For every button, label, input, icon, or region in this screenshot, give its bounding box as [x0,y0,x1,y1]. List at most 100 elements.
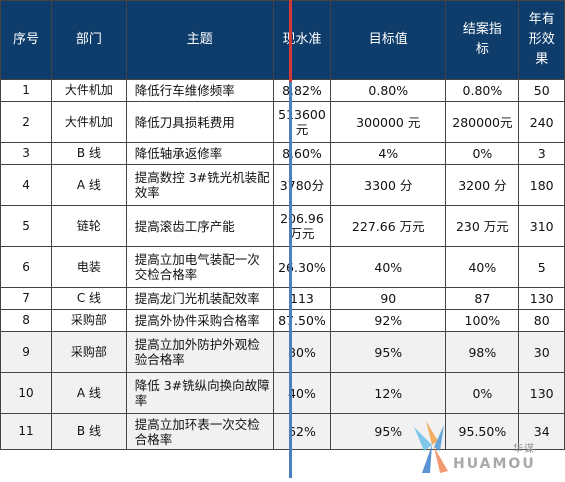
cell-current: 62% [272,413,332,450]
header-current: 现水准 [272,0,332,80]
logo-cn-text: 华谋 [513,444,535,455]
cell-topic: 降低轴承返修率 [125,142,274,165]
cell-topic: 提高立加电气装配一次交检合格率 [125,246,274,288]
cell-effect: 80 [518,309,565,332]
cell-dept: 大件机加 [51,101,127,143]
table-row: 8 采购部 提高外协件采购合格率 87.50% 92% 100% 80 [0,309,565,332]
cell-topic: 提高立加外防护外观检验合格率 [125,331,274,373]
cell-current: 26.30% [272,246,332,288]
cell-target: 4% [330,142,447,165]
cell-current: 113 [272,287,332,310]
table-row: 6 电装 提高立加电气装配一次交检合格率 26.30% 40% 40% 5 [0,246,565,288]
cell-topic: 提高龙门光机装配效率 [125,287,274,310]
header-row: 序号 部门 主题 现水准 目标值 结案指标 年有形效果 [0,0,565,80]
cell-no: 2 [0,101,53,143]
cell-no: 6 [0,246,53,288]
project-table: 序号 部门 主题 现水准 目标值 结案指标 年有形效果 1 大件机加 降低行车维修频… [0,0,565,450]
cell-effect: 240 [518,101,565,143]
cell-current: 206.96万元 [272,205,332,247]
header-divider-red [289,0,292,82]
header-topic: 主题 [125,0,274,80]
cell-effect: 310 [518,205,565,247]
cell-no: 11 [0,413,53,450]
cell-target: 40% [330,246,447,288]
cell-dept: 采购部 [51,309,127,332]
table-row: 5 链轮 提高滚齿工序产能 206.96万元 227.66 万元 230 万元 310 [0,205,565,247]
cell-topic: 降低刀具损耗费用 [125,101,274,143]
cell-no: 1 [0,79,53,102]
cell-closing: 3200 分 [445,164,520,206]
cell-no: 10 [0,372,53,414]
cell-target: 92% [330,309,447,332]
cell-target: 3300 分 [330,164,447,206]
cell-effect: 130 [518,287,565,310]
cell-effect: 180 [518,164,565,206]
cell-closing: 230 万元 [445,205,520,247]
cell-topic: 提高立加环表一次交检合格率 [125,413,274,450]
table-row: 1 大件机加 降低行车维修频率 8.82% 0.80% 0.80% 50 [0,79,565,102]
header-no: 序号 [0,0,53,80]
cell-effect: 30 [518,331,565,373]
cell-dept: 大件机加 [51,79,127,102]
cell-no: 4 [0,164,53,206]
header-effect: 年有形效果 [518,0,565,80]
cell-topic: 提高数控 3#铣光机装配效率 [125,164,274,206]
cell-current: 40% [272,372,332,414]
table-row: 10 A 线降低 3#铣纵向换向故障率 40% 12% 0% 130 [0,372,565,414]
cell-effect: 3 [518,142,565,165]
body-divider-blue [289,82,292,478]
cell-target: 300000 元 [330,101,447,143]
cell-no: 9 [0,331,53,373]
header-dept: 部门 [51,0,127,80]
cell-dept: C 线 [51,287,127,310]
cell-target: 90 [330,287,447,310]
cell-effect: 5 [518,246,565,288]
cell-current: 87.50% [272,309,332,332]
cell-dept: A 线 [51,372,127,414]
cell-topic: 提高外协件采购合格率 [125,309,274,332]
cell-current: 80% [272,331,332,373]
cell-closing: 280000元 [445,101,520,143]
cell-closing: 87 [445,287,520,310]
cell-dept: 电装 [51,246,127,288]
cell-closing: 95.50% [445,413,520,450]
cell-closing: 40% [445,246,520,288]
logo-en-text: HUAMOU [453,456,536,472]
cell-closing: 0% [445,142,520,165]
cell-closing: 0% [445,372,520,414]
cell-dept: 采购部 [51,331,127,373]
cell-no: 7 [0,287,53,310]
cell-closing: 0.80% [445,79,520,102]
cell-no: 8 [0,309,53,332]
header-target: 目标值 [330,0,447,80]
cell-current: 8.60% [272,142,332,165]
cell-dept: B 线 [51,413,127,450]
cell-closing: 100% [445,309,520,332]
cell-effect: 130 [518,372,565,414]
cell-target: 95% [330,331,447,373]
cell-current: 8.82% [272,79,332,102]
cell-no: 5 [0,205,53,247]
cell-effect: 34 [518,413,565,450]
cell-no: 3 [0,142,53,165]
cell-target: 0.80% [330,79,447,102]
cell-topic: 提高滚齿工序产能 [125,205,274,247]
table-row: 9 采购部 提高立加外防护外观检验合格率 80% 95% 98% 30 [0,331,565,373]
cell-closing: 98% [445,331,520,373]
table-row: 2 大件机加 降低刀具损耗费用 513600元 300000 元 280000元 240 [0,101,565,143]
cell-dept: B 线 [51,142,127,165]
cell-effect: 50 [518,79,565,102]
cell-target: 227.66 万元 [330,205,447,247]
cell-current: 3780分 [272,164,332,206]
cell-dept: 链轮 [51,205,127,247]
cell-topic: 降低行车维修频率 [125,79,274,102]
huamou-logo-icon [414,421,448,473]
header-closing: 结案指标 [445,0,520,80]
cell-topic: 降低 3#铣纵向换向故障率 [125,372,274,414]
cell-target: 12% [330,372,447,414]
cell-dept: A 线 [51,164,127,206]
cell-current: 513600元 [272,101,332,143]
